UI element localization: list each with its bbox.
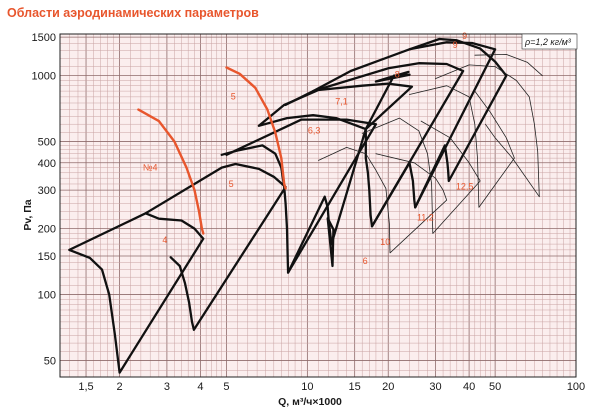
density-label: ρ=1,2 кг/м³ xyxy=(524,37,572,47)
y-tick-label: 1500 xyxy=(32,32,56,44)
series-line-thin-14 xyxy=(409,85,515,208)
plot-frame xyxy=(59,33,577,378)
fan-size-label: 5 xyxy=(231,91,236,101)
series-line-thin-17 xyxy=(484,123,540,198)
x-tick-label: 1,5 xyxy=(78,381,93,393)
y-tick-label: 50 xyxy=(44,355,56,367)
fan-size-label: 4 xyxy=(162,235,167,245)
y-tick-label: 150 xyxy=(38,251,56,263)
x-tick-label: 40 xyxy=(463,381,475,393)
x-tick-label: 3 xyxy=(164,381,170,393)
x-tick-label: 5 xyxy=(223,381,229,393)
y-tick-label: 400 xyxy=(38,158,56,170)
y-tick-label: 200 xyxy=(38,224,56,236)
density-box: ρ=1,2 кг/м³ xyxy=(521,33,578,50)
series-line-region-6 xyxy=(284,62,465,274)
fan-size-label: 10 xyxy=(380,237,390,247)
chart-title: Области аэродинамических параметров xyxy=(7,6,259,20)
x-axis-label: Q, м³/ч×1000 xyxy=(278,396,342,408)
series-line-thin-15 xyxy=(435,64,540,198)
series-line-region-9 xyxy=(364,70,411,131)
series-line-orange-11 xyxy=(225,66,287,190)
x-tick-label: 100 xyxy=(567,381,585,393)
fan-size-label: 9 xyxy=(462,31,467,41)
fan-size-label: 12,5 xyxy=(456,181,474,191)
series-line-orange-10 xyxy=(137,108,205,235)
y-axis-label: Pv, Па xyxy=(22,199,34,230)
x-tick-label: 50 xyxy=(489,381,501,393)
series-line-thin-16 xyxy=(474,54,543,77)
fan-size-label: 6,3 xyxy=(308,125,321,135)
y-tick-label: 1000 xyxy=(32,71,56,83)
series-line-region-2 xyxy=(144,162,287,331)
fan-size-label: 6 xyxy=(363,256,368,266)
x-tick-label: 2 xyxy=(117,381,123,393)
fan-size-label: 7,1 xyxy=(335,96,348,106)
series-line-thin-12 xyxy=(318,146,448,254)
series-line-region-8 xyxy=(408,37,508,209)
fan-size-label: 11,2 xyxy=(417,212,434,222)
fan-size-label: 9 xyxy=(453,40,458,50)
x-tick-label: 10 xyxy=(301,381,313,393)
y-tick-label: 300 xyxy=(38,185,56,197)
x-tick-label: 20 xyxy=(382,381,394,393)
fan-size-label: 5 xyxy=(229,179,234,189)
x-tick-label: 30 xyxy=(429,381,441,393)
series-line-region-7 xyxy=(311,41,497,228)
series-line-region-3 xyxy=(220,118,378,274)
y-tick-label: 500 xyxy=(38,137,56,149)
fan-size-label: 8 xyxy=(395,70,400,80)
fan-size-label: №4 xyxy=(143,163,158,173)
x-tick-label: 15 xyxy=(349,381,361,393)
x-tick-label: 4 xyxy=(197,381,203,393)
y-tick-label: 100 xyxy=(38,290,56,302)
series-line-thin-13 xyxy=(361,117,481,234)
series-line-region-1 xyxy=(68,212,205,374)
